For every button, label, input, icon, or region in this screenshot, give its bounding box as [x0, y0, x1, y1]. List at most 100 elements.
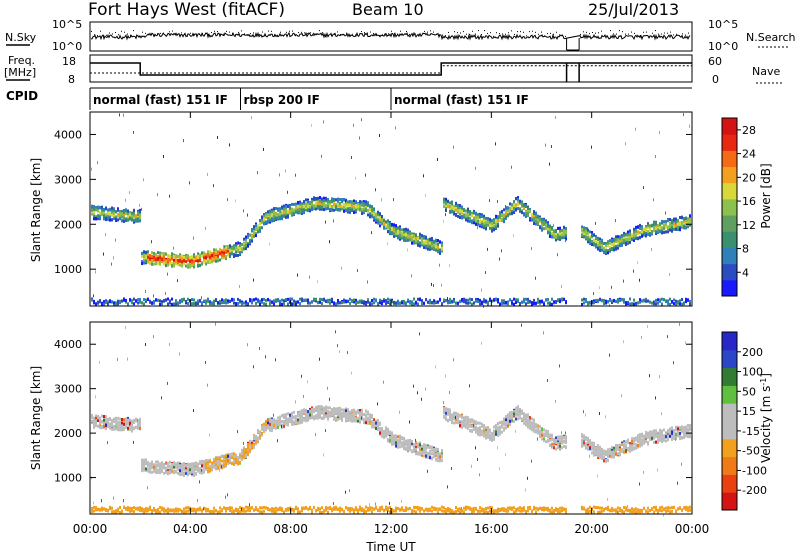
echo-cell [221, 463, 223, 467]
echo-cell [243, 450, 245, 454]
ground-cell [501, 299, 503, 303]
echo-cell [209, 252, 211, 256]
nsearch-point [178, 33, 179, 35]
ground-cell [99, 299, 101, 303]
nsearch-point [586, 31, 587, 33]
echo-cell [431, 246, 433, 250]
echo-cell [589, 241, 591, 244]
ground-cell [525, 302, 527, 306]
echo-cell [467, 219, 469, 223]
echo-cell [621, 242, 623, 246]
ground-cell [155, 298, 157, 302]
ground-cell [377, 302, 379, 306]
echo-cell [673, 219, 675, 223]
echo-cell [125, 212, 127, 216]
echo-cell [251, 443, 253, 447]
echo-cell [283, 207, 285, 211]
echo-cell [135, 214, 137, 218]
echo-cell [141, 469, 143, 473]
echo-cell [485, 216, 487, 220]
echo-cell [391, 222, 393, 226]
echo-cell [277, 214, 279, 218]
echo-cell [453, 204, 455, 208]
echo-cell [639, 224, 641, 228]
echo-cell [397, 236, 399, 240]
ground-cell [177, 301, 179, 305]
echo-cell [637, 225, 639, 229]
echo-cell [563, 230, 565, 234]
echo-cell [293, 213, 295, 216]
ground-cell [515, 298, 517, 302]
echo-cell [507, 208, 509, 212]
echo-cell [663, 220, 665, 224]
echo-cell [121, 428, 123, 432]
ground-cell [479, 302, 481, 306]
ground-cell [173, 508, 175, 512]
ground-cell [583, 301, 585, 305]
ground-cell [323, 509, 325, 513]
echo-cell [283, 414, 285, 418]
echo-cell [335, 207, 337, 211]
ground-cell [533, 298, 535, 302]
echo-cell [259, 219, 261, 222]
ground-cell [341, 301, 343, 305]
echo-cell [511, 206, 513, 210]
echo-cell [387, 219, 389, 223]
noise-cell [119, 113, 120, 117]
echo-cell [313, 206, 315, 210]
ground-cell [185, 506, 187, 510]
echo-cell [483, 221, 485, 225]
echo-cell [635, 233, 637, 237]
ground-cell [519, 302, 521, 306]
echo-cell [263, 219, 265, 223]
echo-cell [163, 256, 165, 260]
echo-cell [633, 227, 635, 231]
noise-cell [91, 167, 92, 171]
echo-cell [137, 217, 139, 221]
nave-label: Nave [752, 65, 780, 78]
echo-cell [245, 453, 247, 457]
echo-cell [597, 246, 599, 250]
echo-cell [411, 234, 413, 238]
ground-cell [507, 302, 509, 306]
echo-cell [273, 422, 275, 425]
echo-cell [235, 454, 237, 458]
echo-cell [299, 210, 301, 214]
echo-cell [167, 259, 169, 263]
echo-cell [597, 241, 599, 244]
echo-cell [581, 233, 583, 237]
echo-cell [483, 225, 485, 229]
ground-cell [179, 508, 181, 512]
echo-cell [313, 415, 315, 419]
echo-cell [145, 462, 147, 465]
echo-cell [243, 237, 245, 241]
noise-cell [129, 191, 130, 195]
echo-cell [177, 261, 179, 264]
echo-cell [215, 256, 217, 259]
echo-cell [413, 234, 415, 238]
echo-cell [257, 436, 259, 440]
echo-cell [649, 224, 651, 228]
ground-cell [301, 297, 303, 301]
ground-cell [239, 510, 241, 513]
echo-cell [227, 454, 229, 458]
echo-cell [209, 459, 211, 463]
echo-cell [619, 241, 621, 245]
echo-cell [325, 409, 327, 413]
ground-cell [113, 510, 115, 514]
echo-cell [549, 233, 551, 237]
echo-cell [169, 261, 171, 265]
noise-cell [125, 326, 126, 329]
echo-cell [163, 252, 165, 256]
echo-cell [393, 234, 395, 238]
ground-cell [637, 301, 639, 305]
echo-cell [253, 233, 255, 236]
echo-cell [307, 202, 309, 206]
echo-cell [649, 232, 651, 236]
echo-cell [161, 464, 163, 468]
ground-cell [265, 298, 267, 302]
nsky-line [91, 31, 691, 41]
echo-cell [271, 210, 273, 214]
ground-cell [529, 299, 531, 303]
echo-cell [139, 420, 141, 424]
